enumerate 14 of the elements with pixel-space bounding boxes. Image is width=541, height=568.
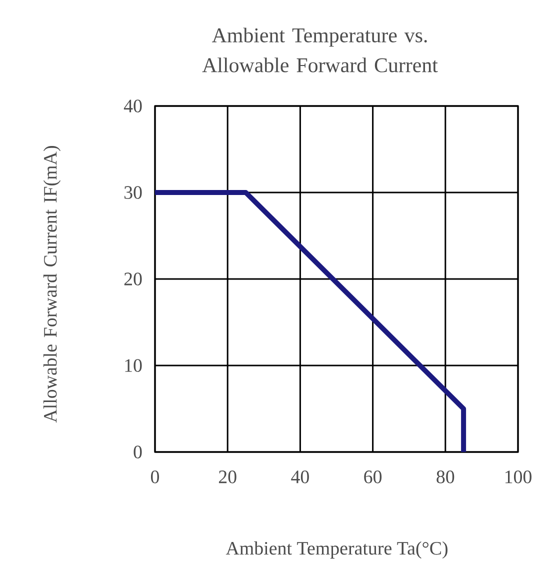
chart-title: Ambient Temperature vs. Allowable Forward Current <box>202 28 438 72</box>
y-tick-label: 0 <box>134 446 142 458</box>
y-tick-label: 10 <box>125 359 142 372</box>
y-tick-label: 20 <box>124 272 142 286</box>
y-tick-label: 40 <box>124 100 142 112</box>
x-tick-label: 0 <box>150 470 159 484</box>
x-tick-label: 60 <box>364 470 382 484</box>
x-tick-label: 80 <box>436 470 454 484</box>
x-axis-title: Ambient Temperature Ta(°C) <box>226 541 448 559</box>
y-axis-title: Allowable Forward Current IF(mA) <box>43 146 61 423</box>
x-tick-label: 40 <box>291 470 309 484</box>
y-tick-label: 30 <box>124 186 142 199</box>
x-tick-label: 100 <box>505 470 532 484</box>
x-tick-label: 20 <box>218 470 236 484</box>
